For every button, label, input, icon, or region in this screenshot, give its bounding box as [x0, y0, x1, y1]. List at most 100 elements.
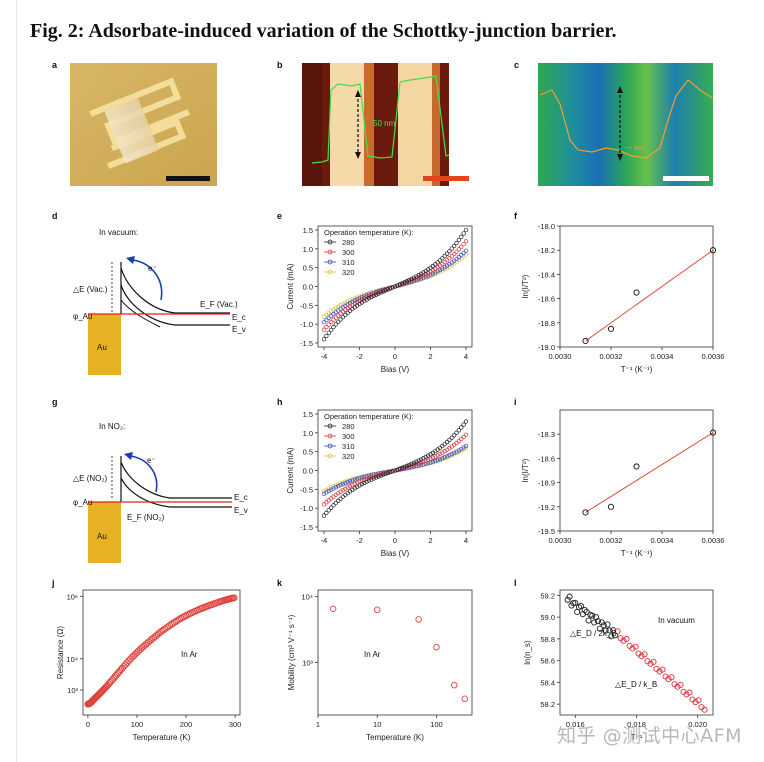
panel-e-point [376, 290, 381, 295]
panel-k-xtick-label: 1 [316, 720, 320, 729]
panel-h-point [435, 453, 440, 458]
panel-i-data-point [709, 429, 717, 436]
panel-e-point [324, 333, 329, 339]
panel-l-red-point [629, 645, 636, 652]
panel-e-point [352, 296, 357, 301]
panel-c-image [538, 63, 713, 186]
panel-e-point [369, 294, 374, 300]
panel-i-xtick-label: 0.0032 [600, 536, 623, 545]
panel-h-point [343, 479, 348, 484]
panel-h-point [378, 473, 383, 478]
panel-l-red-point [614, 628, 621, 635]
panel-label-b: b [277, 60, 283, 70]
panel-h-point [324, 487, 329, 493]
panel-h-point [385, 470, 391, 476]
panel-e-point [324, 324, 329, 330]
panel-e-point [411, 275, 417, 280]
panel-h-point [345, 485, 350, 490]
panel-l-ytick-label: 58.8 [540, 635, 555, 644]
panel-e-point [416, 275, 421, 280]
panel-g-au-label: Au [97, 532, 107, 541]
panel-e-point [418, 274, 424, 279]
panel-e-point [404, 279, 409, 284]
panel-h-point [324, 490, 329, 495]
panel-h-point [366, 478, 372, 483]
panel-h-point [357, 483, 362, 488]
panel-l-red-point [692, 699, 699, 706]
panel-h-point [395, 467, 400, 472]
panel-h-point [378, 472, 383, 477]
panel-e-point [411, 277, 417, 282]
panel-e-point [397, 282, 402, 287]
panel-h-point [352, 477, 357, 482]
panel-j-data-point [122, 661, 129, 668]
panel-h-chart: -4 -2 0 2 4 -1.5 -1.0 -0.5 0.0 0.5 1.0 1.5 Bias (V) C… [286, 409, 473, 558]
panel-g-delta-e: △E (NO₂) [73, 474, 107, 483]
panel-h-xtick-label: 4 [464, 536, 468, 545]
panel-l-red-point [683, 691, 690, 698]
panel-h-point [407, 464, 412, 469]
panel-e-point [336, 313, 341, 318]
panel-h-point [463, 432, 469, 437]
panel-e-point [331, 317, 336, 322]
panel-e-point [447, 256, 452, 261]
panel-l-xtick-label: 0.018 [627, 720, 646, 729]
panel-h-point [345, 480, 350, 485]
panel-e-point [381, 289, 386, 294]
panel-e-point [331, 324, 336, 330]
panel-h-point [459, 436, 464, 442]
panel-h-xtick-label: -4 [321, 536, 328, 545]
panel-l-black-point [572, 599, 579, 606]
panel-i-xtick-label: 0.0036 [702, 536, 725, 545]
panel-h-point [343, 486, 348, 491]
panel-l-black-point [598, 619, 605, 626]
panel-h-ytick-label: 0.0 [303, 467, 313, 476]
panel-e-point [435, 270, 440, 275]
panel-h-point [362, 480, 367, 486]
panel-e-ytick-label: 1.0 [303, 245, 313, 254]
panel-j-data-point [123, 659, 131, 667]
panel-e-point [338, 317, 343, 322]
panel-l-red-point [686, 689, 693, 696]
panel-e-point [390, 285, 395, 290]
panel-e-point [416, 277, 421, 282]
panel-e-point [326, 315, 331, 321]
panel-j-ytick-label: 10³ [67, 686, 78, 695]
scale-bar-a [166, 176, 210, 181]
panel-h-point [435, 457, 440, 463]
panel-i-data-point [633, 463, 640, 470]
panel-h-point [338, 482, 343, 488]
panel-e-point [373, 291, 379, 296]
panel-e-point [407, 279, 412, 284]
panel-h-point [454, 449, 459, 454]
panel-e-ytick-label: 0.0 [303, 283, 313, 292]
panel-f-ytick-label: -18.0 [538, 222, 555, 231]
panel-h-point [326, 486, 331, 491]
panel-e-point [347, 308, 353, 314]
panel-e-point [428, 273, 433, 279]
panel-h-ytick-label: -0.5 [300, 485, 313, 494]
panel-h-point [359, 482, 365, 487]
panel-e-legend-label: 310 [342, 258, 355, 267]
panel-h-point [449, 435, 454, 440]
panel-l-red-point [665, 676, 672, 683]
panel-h-point [456, 448, 462, 453]
panel-d-au-block [88, 314, 121, 375]
panel-label-j: j [51, 578, 55, 588]
panel-h-point [364, 479, 369, 484]
panel-h-point [359, 475, 365, 480]
panel-f-data-point [633, 289, 640, 296]
panel-h-point [444, 454, 450, 459]
panel-f-data-point [709, 247, 717, 254]
panel-h-point [461, 434, 466, 440]
panel-e-point [357, 294, 362, 299]
panel-b-height-label: 50 nm [373, 119, 396, 128]
panel-h-point [326, 488, 331, 494]
panel-f-ylabel: ln(I/T²) [521, 274, 530, 298]
panel-e-point [364, 293, 369, 298]
panel-h-point [340, 494, 346, 499]
panel-h-point [414, 459, 419, 464]
panel-e-point [437, 267, 443, 273]
panel-e-point [461, 241, 466, 247]
